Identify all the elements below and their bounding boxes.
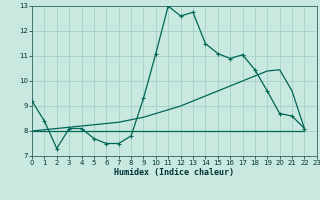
X-axis label: Humidex (Indice chaleur): Humidex (Indice chaleur) <box>115 168 234 177</box>
